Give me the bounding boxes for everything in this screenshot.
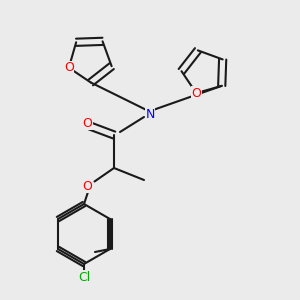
Text: O: O xyxy=(191,87,201,100)
Text: O: O xyxy=(82,179,92,193)
Text: N: N xyxy=(145,107,155,121)
Text: O: O xyxy=(82,116,92,130)
Text: O: O xyxy=(64,61,74,74)
Text: Cl: Cl xyxy=(78,271,90,284)
